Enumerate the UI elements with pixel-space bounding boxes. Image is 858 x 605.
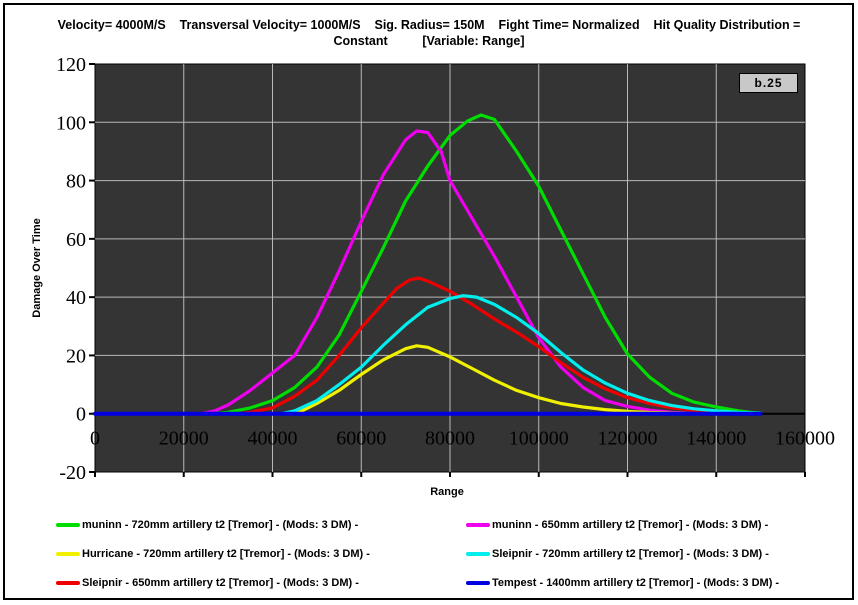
annotation-b25: b.25 <box>739 73 798 93</box>
series-line-4 <box>93 294 763 416</box>
y-tick-label: -20 <box>59 462 86 484</box>
legend-swatch <box>56 523 80 527</box>
x-tick-label: 80000 <box>425 428 475 450</box>
axis-ticks <box>89 63 806 477</box>
y-tick-label: 100 <box>56 112 86 134</box>
legend-label: Sleipnir - 720mm artillery t2 [Tremor] -… <box>492 548 769 560</box>
x-tick-label: 0 <box>90 428 100 450</box>
legend-label: muninn - 650mm artillery t2 [Tremor] - (… <box>492 519 769 531</box>
x-tick-label: 40000 <box>248 428 298 450</box>
legend-item: Sleipnir - 650mm artillery t2 [Tremor] -… <box>56 573 466 593</box>
legend-swatch <box>56 581 80 585</box>
x-tick-label: 120000 <box>598 428 658 450</box>
y-tick-label: 120 <box>56 54 86 76</box>
legend-swatch <box>466 523 490 527</box>
legend-swatch <box>56 552 80 556</box>
x-tick-label: 140000 <box>686 428 746 450</box>
legend-label: muninn - 720mm artillery t2 [Tremor] - (… <box>82 519 359 531</box>
series-line-0 <box>93 113 763 416</box>
x-tick-label: 60000 <box>336 428 386 450</box>
series-line-1 <box>93 129 710 416</box>
x-axis-title: Range <box>430 486 464 498</box>
series-lines <box>93 113 763 416</box>
y-tick-label: 60 <box>66 229 86 251</box>
legend-label: Hurricane - 720mm artillery t2 [Tremor] … <box>82 548 370 560</box>
legend-label: Sleipnir - 650mm artillery t2 [Tremor] -… <box>82 577 359 589</box>
y-tick-label: 80 <box>66 171 86 193</box>
chart-title-line1: Velocity= 4000M/S Transversal Velocity= … <box>57 18 801 32</box>
y-axis-title: Damage Over Time <box>31 218 43 318</box>
legend-item: Sleipnir - 720mm artillery t2 [Tremor] -… <box>466 544 826 564</box>
x-tick-label: 160000 <box>775 428 835 450</box>
x-tick-label: 100000 <box>509 428 569 450</box>
legend-item: muninn - 720mm artillery t2 [Tremor] - (… <box>56 515 466 535</box>
legend-swatch <box>466 581 490 585</box>
y-tick-label: 0 <box>76 404 86 426</box>
window-border <box>3 3 854 600</box>
legend-item: Hurricane - 720mm artillery t2 [Tremor] … <box>56 544 466 564</box>
chart-title: Velocity= 4000M/S Transversal Velocity= … <box>20 17 838 49</box>
series-line-3 <box>93 276 749 416</box>
legend-label: Tempest - 1400mm artillery t2 [Tremor] -… <box>492 577 780 589</box>
legend-swatch <box>466 552 490 556</box>
x-tick-label: 20000 <box>159 428 209 450</box>
y-tick-label: 20 <box>66 345 86 367</box>
chart-title-line2: Constant [Variable: Range] <box>333 34 525 48</box>
series-line-2 <box>93 344 687 416</box>
legend: muninn - 720mm artillery t2 [Tremor] - (… <box>56 515 826 593</box>
y-tick-label: 40 <box>66 287 86 309</box>
legend-item: muninn - 650mm artillery t2 [Tremor] - (… <box>466 515 826 535</box>
legend-item: Tempest - 1400mm artillery t2 [Tremor] -… <box>466 573 826 593</box>
